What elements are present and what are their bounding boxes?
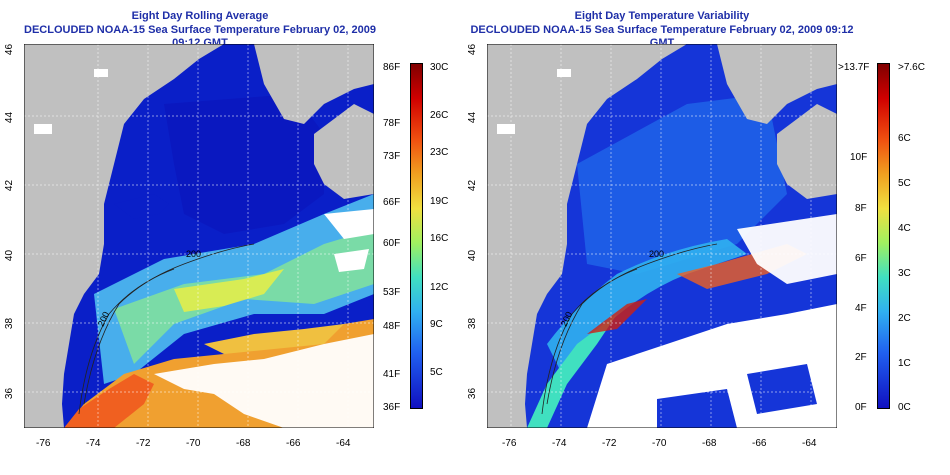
- right-lat-tick: 38: [467, 317, 479, 330]
- left-cb-f: 60F: [383, 238, 401, 249]
- left-lat-tick: 46: [4, 43, 16, 56]
- right-cb-f: 10F: [850, 152, 868, 163]
- left-cb-f: 86F: [383, 62, 401, 73]
- left-lon-tick: -64: [336, 438, 351, 449]
- left-cb-f: 73F: [383, 151, 401, 162]
- right-variability-map: 200 200: [486, 43, 838, 429]
- right-cb-f: 8F: [855, 203, 867, 214]
- right-lat-tick: 44: [467, 111, 479, 124]
- left-colorbar: [410, 63, 423, 409]
- left-sst-map: 200 200: [23, 43, 375, 429]
- right-cb-c: 2C: [898, 313, 911, 324]
- left-lon-tick: -72: [136, 438, 151, 449]
- left-lat-tick: 40: [4, 249, 16, 262]
- left-lon-tick: -70: [186, 438, 201, 449]
- right-lon-tick: -66: [752, 438, 767, 449]
- right-cb-f: 4F: [855, 303, 867, 314]
- left-cb-f: 48F: [383, 321, 401, 332]
- right-map-svg: [486, 43, 838, 429]
- left-map-svg: [23, 43, 375, 429]
- left-cb-f: 66F: [383, 197, 401, 208]
- right-lon-tick: -68: [702, 438, 717, 449]
- right-cb-f: 6F: [855, 253, 867, 264]
- left-cb-f: 78F: [383, 118, 401, 129]
- right-lon-tick: -72: [602, 438, 617, 449]
- right-colorbar: [877, 63, 890, 409]
- left-cb-f: 53F: [383, 287, 401, 298]
- right-lat-tick: 42: [467, 179, 479, 192]
- nova-scotia-land: [717, 44, 837, 124]
- left-cb-c: 19C: [430, 196, 449, 207]
- left-cb-c: 30C: [430, 62, 449, 73]
- right-cb-c: 1C: [898, 358, 911, 369]
- right-cb-c: 4C: [898, 223, 911, 234]
- right-lon-tick: -76: [502, 438, 517, 449]
- left-contour-label-1: 200: [186, 249, 202, 259]
- north-america-land: [24, 44, 224, 428]
- right-lon-tick: -70: [652, 438, 667, 449]
- left-lat-tick: 36: [4, 387, 16, 400]
- right-cb-c: >7.6C: [898, 62, 925, 73]
- left-lon-tick: -68: [236, 438, 251, 449]
- right-map-title: Eight Day Temperature Variability: [574, 10, 750, 22]
- right-lat-tick: 46: [467, 43, 479, 56]
- left-cb-c: 5C: [430, 367, 443, 378]
- left-cb-c: 9C: [430, 319, 443, 330]
- left-cb-f: 41F: [383, 369, 401, 380]
- left-cb-c: 23C: [430, 147, 449, 158]
- right-cb-f: 2F: [855, 352, 867, 363]
- left-cb-c: 12C: [430, 282, 449, 293]
- right-lat-tick: 40: [467, 249, 479, 262]
- right-cb-c: 0C: [898, 402, 911, 413]
- left-map-title: Eight Day Rolling Average: [131, 10, 269, 22]
- left-cb-c: 26C: [430, 110, 449, 121]
- right-lon-tick: -64: [802, 438, 817, 449]
- right-lon-tick: -74: [552, 438, 567, 449]
- right-contour-label-1: 200: [649, 249, 665, 259]
- left-cb-c: 16C: [430, 233, 449, 244]
- left-lon-tick: -74: [86, 438, 101, 449]
- left-lat-tick: 38: [4, 317, 16, 330]
- right-lat-tick: 36: [467, 387, 479, 400]
- nova-scotia-land: [254, 44, 374, 124]
- left-lon-tick: -76: [36, 438, 51, 449]
- right-cb-f: >13.7F: [838, 62, 870, 73]
- left-cb-f: 36F: [383, 402, 401, 413]
- right-cb-f: 0F: [855, 402, 867, 413]
- right-cb-c: 5C: [898, 178, 911, 189]
- left-lat-tick: 44: [4, 111, 16, 124]
- left-lon-tick: -66: [286, 438, 301, 449]
- right-cb-c: 3C: [898, 268, 911, 279]
- right-cb-c: 6C: [898, 133, 911, 144]
- north-america-land: [487, 44, 687, 428]
- left-lat-tick: 42: [4, 179, 16, 192]
